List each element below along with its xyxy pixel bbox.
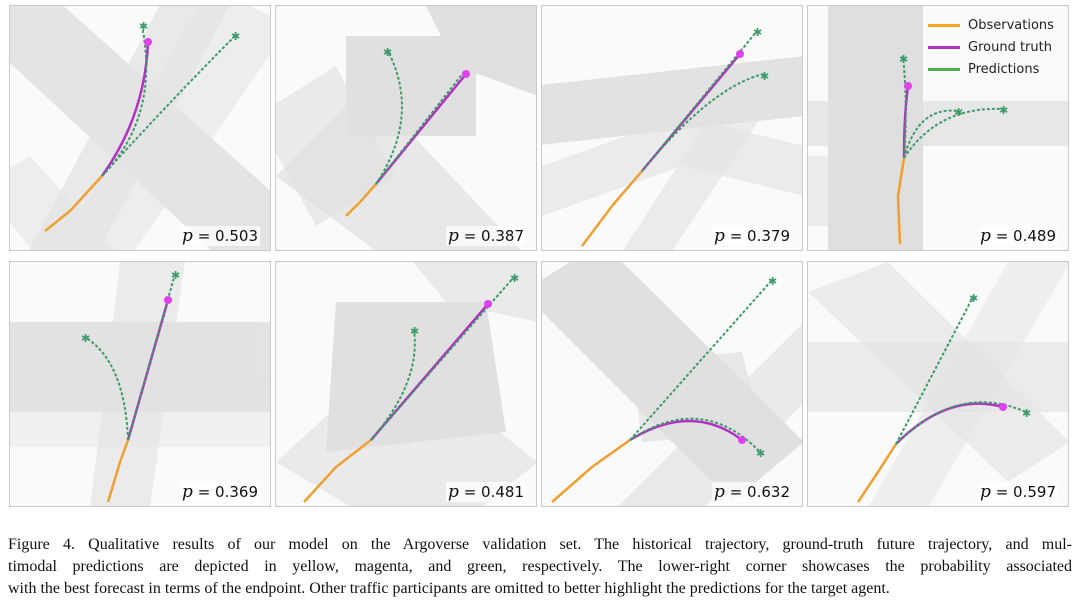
star-marker: ✱ — [756, 448, 765, 460]
star-marker: ✱ — [760, 71, 769, 83]
probability-label: p = 0.597 — [978, 482, 1058, 502]
prediction-path — [629, 279, 773, 441]
map-3: ✱ ✱ — [542, 27, 802, 250]
endpoint-marker — [462, 70, 470, 78]
endpoint-marker — [999, 403, 1007, 411]
result-panel-6: ✱ ✱ p = 0.481 — [275, 261, 537, 507]
endpoint-marker — [484, 300, 492, 308]
caption-line: Figure 4. Qualitative results of our mod… — [8, 536, 1072, 553]
map-5: ✱ ✱ — [10, 262, 270, 506]
legend: Observations Ground truth Predictions — [928, 14, 1073, 80]
result-panel-2: ✱ p = 0.387 — [275, 5, 537, 251]
endpoint-marker — [904, 82, 912, 90]
legend-swatch — [928, 67, 960, 71]
ground-truth-path — [100, 41, 150, 177]
legend-label: Predictions — [968, 61, 1040, 77]
probability-label: p = 0.481 — [446, 482, 526, 502]
legend-item-observations: Observations — [928, 14, 1073, 36]
star-marker: ✱ — [954, 107, 963, 119]
prediction-path — [629, 417, 761, 453]
prediction-path — [903, 109, 959, 159]
result-panel-1: ✱ ✱ p = 0.503 — [9, 5, 271, 251]
result-panel-8: ✱ ✱ p = 0.597 — [807, 261, 1069, 507]
map-7: ✱ ✱ — [542, 262, 802, 506]
probability-label: p = 0.632 — [712, 482, 792, 502]
observation-path — [581, 170, 643, 247]
caption-line: timodal predictions are depicted in yell… — [8, 558, 1072, 575]
prediction-path — [375, 50, 403, 185]
prediction-path — [895, 296, 974, 445]
map-1: ✱ ✱ — [10, 6, 270, 250]
endpoint-marker — [164, 296, 172, 304]
star-marker: ✱ — [899, 54, 908, 66]
star-marker: ✱ — [753, 27, 762, 39]
star-marker: ✱ — [383, 47, 392, 59]
legend-label: Observations — [968, 17, 1054, 33]
result-panel-7: ✱ ✱ p = 0.632 — [541, 261, 803, 507]
ground-truth-path — [375, 73, 467, 185]
legend-swatch — [928, 23, 960, 27]
endpoint-marker — [738, 436, 746, 444]
probability-label: p = 0.387 — [446, 226, 526, 246]
prediction-path — [902, 55, 907, 159]
star-marker: ✱ — [768, 276, 777, 288]
map-4: ✱ ✱ ✱ — [808, 6, 1068, 250]
probability-label: p = 0.369 — [180, 482, 260, 502]
probability-label: p = 0.489 — [978, 226, 1058, 246]
legend-item-ground-truth: Ground truth — [928, 36, 1073, 58]
map-2: ✱ — [276, 6, 536, 250]
prediction-path — [895, 401, 1027, 445]
star-marker: ✱ — [510, 273, 519, 285]
observation-path — [856, 443, 898, 503]
endpoint-marker — [144, 38, 152, 46]
prediction-path — [375, 71, 465, 185]
result-panel-3: ✱ ✱ p = 0.379 — [541, 5, 803, 251]
prediction-path — [101, 35, 236, 177]
prediction-path — [903, 107, 1004, 159]
star-marker: ✱ — [1022, 408, 1031, 420]
prediction-path — [84, 336, 129, 441]
probability-label: p = 0.379 — [712, 226, 792, 246]
observation-path — [551, 438, 631, 503]
legend-label: Ground truth — [968, 39, 1052, 55]
prediction-path — [370, 329, 416, 441]
result-panel-5: ✱ ✱ p = 0.369 — [9, 261, 271, 507]
star-marker: ✱ — [139, 21, 148, 33]
star-marker: ✱ — [81, 333, 90, 345]
map-8: ✱ ✱ — [808, 262, 1068, 506]
star-marker: ✱ — [999, 105, 1008, 117]
prediction-path — [127, 273, 176, 441]
caption-line: with the best forecast in terms of the e… — [8, 580, 890, 597]
figure-caption: Figure 4. Qualitative results of our mod… — [8, 534, 1072, 600]
legend-swatch — [928, 45, 960, 49]
prediction-path — [641, 73, 765, 172]
observation-path — [106, 439, 130, 503]
endpoint-marker — [736, 50, 744, 58]
probability-label: p = 0.503 — [180, 226, 260, 246]
star-marker: ✱ — [231, 31, 240, 43]
observation-path — [345, 183, 377, 217]
legend-item-predictions: Predictions — [928, 58, 1073, 80]
star-marker: ✱ — [171, 270, 180, 282]
prediction-path — [101, 25, 148, 177]
figure-grid: ✱ ✱ p = 0.503 ✱ p = 0.387 — [9, 5, 1073, 507]
star-marker: ✱ — [410, 326, 419, 338]
star-marker: ✱ — [969, 293, 978, 305]
observation-path — [896, 157, 906, 245]
observation-path — [303, 439, 372, 503]
map-6: ✱ ✱ — [276, 262, 536, 506]
observation-path — [44, 175, 103, 232]
ground-truth-path — [370, 303, 489, 441]
